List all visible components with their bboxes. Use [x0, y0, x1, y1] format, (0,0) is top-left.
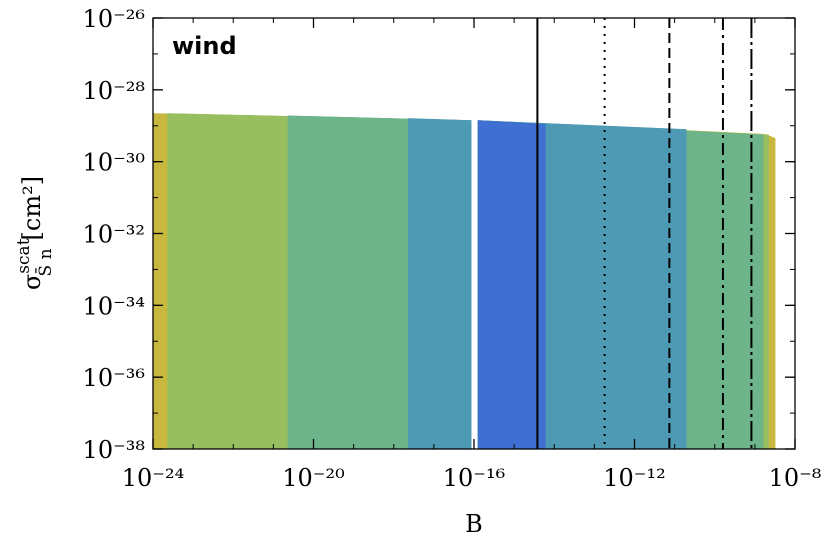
y-tick-label: 10⁻³⁴ — [83, 292, 145, 320]
y-tick-label: 10⁻²⁶ — [83, 5, 145, 33]
y-axis-label: σscat S̄ n [cm²] — [14, 176, 56, 290]
y-tick-label: 10⁻³⁶ — [83, 364, 145, 392]
x-axis-label: B — [465, 510, 483, 538]
vlines — [536, 18, 753, 449]
y-tick-label: 10⁻²⁸ — [83, 77, 145, 105]
y-tick-label: 10⁻³⁰ — [83, 149, 145, 177]
y-label-sup: scat — [14, 238, 34, 273]
y-tick-label: 10⁻³⁸ — [83, 436, 145, 464]
x-tick-label: 10⁻¹⁶ — [443, 464, 505, 492]
x-tick-label: 10⁻⁸ — [769, 464, 822, 492]
y-label-unit: [cm²] — [18, 176, 46, 241]
y-label-symbol: σ — [18, 274, 46, 290]
x-tick-label: 10⁻¹² — [603, 464, 665, 492]
y-label-sub: S̄ n — [34, 248, 56, 276]
axes: 10⁻²⁴ 10⁻²⁰ 10⁻¹⁶ 10⁻¹² 10⁻⁸ 10⁻³⁸ 10⁻³⁶ 10⁻³⁴ 1… — [83, 5, 822, 492]
x-tick-label: 10⁻²⁰ — [282, 464, 344, 492]
area — [408, 118, 687, 450]
y-tick-label: 10⁻³² — [83, 221, 145, 249]
x-tick-label: 10⁻²⁴ — [122, 464, 184, 492]
areas — [152, 113, 776, 450]
annotation: wind — [172, 32, 237, 60]
area — [477, 120, 546, 450]
